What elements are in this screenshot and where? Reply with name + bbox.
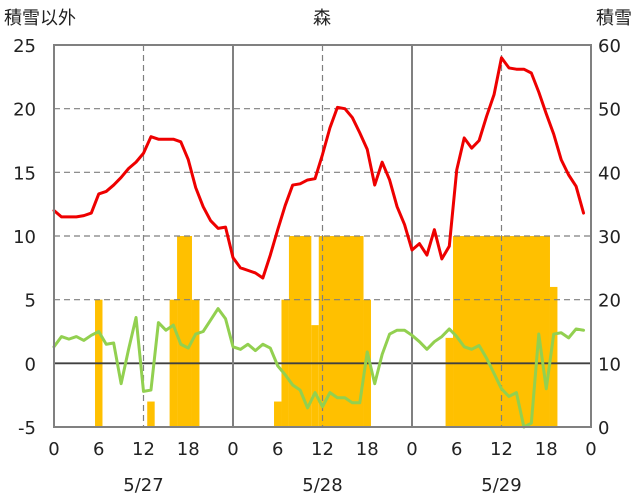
left-tick-label: 0	[25, 354, 36, 375]
right-tick-label: 10	[598, 354, 621, 375]
day-label: 5/27	[123, 475, 163, 496]
snow-bar	[549, 286, 558, 427]
right-tick-label: 20	[598, 291, 621, 312]
x-tick-label: 0	[585, 439, 596, 460]
x-tick-label: 18	[177, 439, 200, 460]
right-tick-label: 60	[598, 36, 621, 57]
x-tick-label: 12	[490, 439, 513, 460]
snow-bar	[177, 236, 192, 427]
right-axis-label: 積雪	[596, 8, 632, 29]
x-tick-label: 6	[93, 439, 104, 460]
right-tick-label: 50	[598, 100, 621, 121]
left-tick-label: 5	[25, 291, 36, 312]
left-tick-label: 15	[13, 163, 36, 184]
right-tick-label: 30	[598, 227, 621, 248]
right-tick-label: 0	[598, 418, 609, 439]
left-tick-label: -5	[18, 418, 36, 439]
left-tick-label: 20	[13, 100, 36, 121]
x-tick-label: 12	[311, 439, 334, 460]
x-tick-label: 0	[227, 439, 238, 460]
snow-bar	[288, 236, 312, 427]
x-tick-label: 18	[535, 439, 558, 460]
x-tick-label: 0	[48, 439, 59, 460]
day-label: 5/29	[481, 475, 521, 496]
chart-title: 森	[313, 8, 331, 29]
right-tick-label: 40	[598, 163, 621, 184]
day-label: 5/28	[302, 475, 342, 496]
snow-bar	[445, 337, 454, 427]
x-tick-label: 18	[356, 439, 379, 460]
snow-bar	[274, 401, 282, 427]
snow-bar	[318, 236, 364, 427]
left-axis-label: 積雪以外	[4, 8, 76, 29]
snow-bar	[311, 325, 319, 427]
x-tick-label: 6	[272, 439, 283, 460]
series-lines	[52, 56, 586, 429]
green-series-line	[52, 307, 586, 429]
x-tick-label: 12	[132, 439, 155, 460]
x-tick-label: 0	[406, 439, 417, 460]
left-tick-label: 25	[13, 36, 36, 57]
snow-bar	[147, 401, 155, 427]
left-tick-label: 10	[13, 227, 36, 248]
x-tick-label: 6	[451, 439, 462, 460]
grid	[54, 45, 591, 427]
plot-frame	[53, 44, 592, 428]
axis-labels: -5 0 5 10 15 20 25 0 10 20 30 40 50 60 0 6 12 18 0 6 12 18 0 6 1…	[13, 36, 621, 496]
red-series-line	[52, 56, 586, 280]
